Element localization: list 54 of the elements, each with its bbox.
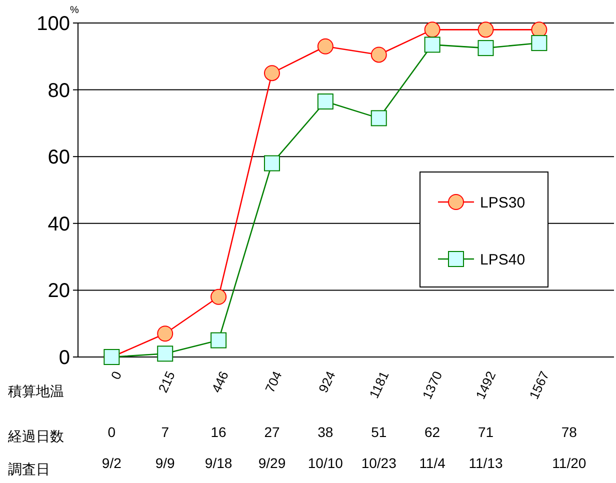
y-tick-label: 20 xyxy=(48,280,70,302)
text: 71 xyxy=(478,424,494,440)
text: 10/23 xyxy=(361,454,397,471)
point xyxy=(210,332,227,348)
point xyxy=(210,288,227,305)
text: 27 xyxy=(264,424,280,440)
point xyxy=(157,326,174,342)
x-tick-label: 1370 xyxy=(419,368,446,402)
point xyxy=(370,46,387,63)
x-tick-label: 1492 xyxy=(472,368,499,402)
text: 積算地温 xyxy=(8,383,64,399)
point xyxy=(317,93,334,110)
y-tick-label: 100 xyxy=(36,13,70,35)
text: 0 xyxy=(108,424,116,440)
point xyxy=(370,110,387,126)
text: 10/10 xyxy=(308,454,344,471)
point xyxy=(478,40,494,56)
text: 7 xyxy=(161,424,170,440)
point xyxy=(478,22,494,38)
x-tick-label: 924 xyxy=(316,368,338,395)
x-tick-label: 215 xyxy=(155,368,178,395)
text: 9/29 xyxy=(258,454,286,471)
point xyxy=(531,35,548,52)
text: 11/4 xyxy=(419,454,446,471)
x-tick-label: 446 xyxy=(208,368,232,395)
x-tick-label: 0 xyxy=(108,368,125,382)
text: 16 xyxy=(210,424,227,440)
legend-label: LPS40 xyxy=(480,251,526,268)
point xyxy=(264,65,280,82)
point xyxy=(264,155,280,172)
y-tick-label: 40 xyxy=(48,213,70,236)
text: 62 xyxy=(424,424,440,440)
point xyxy=(424,36,440,53)
text: 38 xyxy=(318,424,334,440)
text: 経過日数 xyxy=(7,428,64,444)
y-tick-label: 80 xyxy=(48,80,70,102)
text: 9/9 xyxy=(155,454,176,471)
x-tick-label: 704 xyxy=(262,368,285,395)
y-tick-label: 60 xyxy=(48,146,70,169)
text: 調査日 xyxy=(8,461,50,477)
text: 9/18 xyxy=(204,454,232,471)
y-tick-label: 0 xyxy=(58,347,70,369)
text: 9/2 xyxy=(102,454,122,471)
text: 78 xyxy=(561,424,578,440)
text: 11/13 xyxy=(468,454,503,471)
text: 51 xyxy=(371,424,387,440)
y-axis-title: % xyxy=(70,5,79,16)
x-tick-label: 1567 xyxy=(526,368,552,402)
legend-label: LPS30 xyxy=(480,194,526,212)
text: 11/20 xyxy=(552,454,586,471)
point xyxy=(157,346,174,362)
point xyxy=(317,38,334,54)
point xyxy=(424,22,440,38)
x-tick-label: 1181 xyxy=(366,368,392,401)
